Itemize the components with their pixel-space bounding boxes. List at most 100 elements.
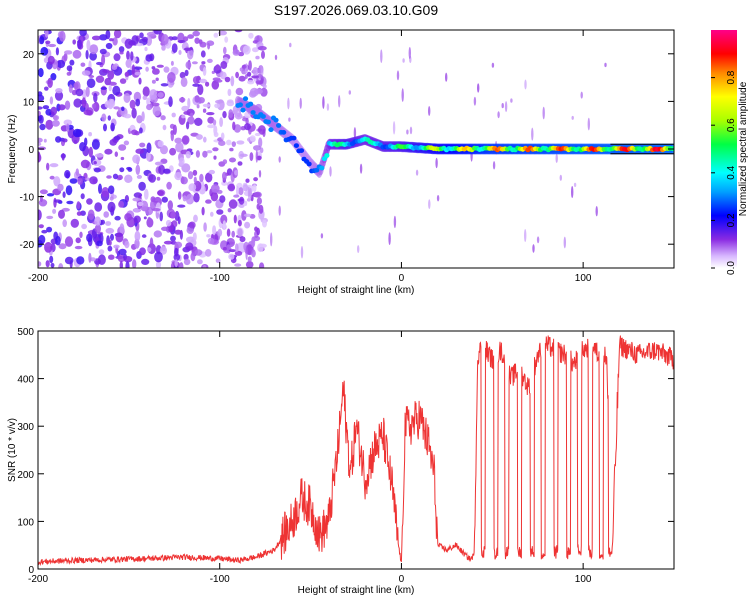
heatmap-noise-cell (243, 213, 252, 217)
heatmap-noise-cell (219, 117, 224, 128)
heatmap-noise-cell (44, 86, 49, 91)
heatmap-noise-cell (262, 219, 267, 228)
heatmap-streak-cell (380, 49, 383, 63)
heatmap-noise-cell (228, 253, 235, 260)
heatmap-streak-cell (288, 117, 291, 122)
heatmap-noise-cell (53, 197, 57, 208)
heatmap-streak-cell (595, 206, 598, 217)
heatmap-noise-cell (207, 116, 215, 124)
heatmap-noise-cell (190, 252, 196, 262)
heatmap-noise-cell (118, 144, 127, 151)
heatmap-noise-cell (137, 201, 144, 207)
heatmap-noise-cell (113, 53, 121, 62)
heatmap-noise-cell (119, 167, 125, 173)
heatmap-noise-cell (118, 200, 125, 208)
heatmap-noise-cell (38, 137, 43, 143)
heatmap-noise-cell (170, 60, 174, 66)
heatmap-noise-cell (215, 79, 223, 83)
heatmap-noise-cell (142, 95, 147, 101)
heatmap-noise-cell (186, 121, 190, 130)
heatmap-noise-cell (104, 148, 113, 155)
heatmap-noise-cell (249, 135, 256, 142)
heatmap-noise-cell (91, 139, 100, 150)
heatmap-ridge-cell (268, 127, 274, 133)
heatmap-noise-cell (125, 261, 130, 268)
heatmap-noise-cell (55, 47, 60, 56)
heatmap-noise-cell (235, 71, 240, 79)
heatmap-noise-cell (96, 240, 103, 247)
heatmap-ridge-cell (314, 167, 320, 173)
heatmap-noise-cell (113, 244, 120, 249)
heatmap-streak-cell (501, 103, 504, 109)
heatmap-noise-cell (46, 215, 54, 220)
heatmap-noise-cell (180, 77, 188, 88)
heatmap-noise-cell (49, 175, 55, 180)
heatmap-noise-cell (38, 209, 42, 221)
heatmap-noise-cell (105, 227, 115, 234)
heatmap-noise-cell (226, 244, 232, 254)
heatmap-noise-cell (151, 208, 161, 212)
heatmap-noise-cell (121, 106, 125, 112)
heatmap-noise-cell (190, 112, 194, 118)
heatmap-noise-cell (68, 84, 73, 93)
heatmap-noise-cell (47, 55, 55, 65)
heatmap-noise-cell (139, 247, 146, 256)
heatmap-noise-cell (43, 243, 52, 247)
heatmap-noise-cell (72, 49, 82, 59)
heatmap-streak-cell (359, 163, 363, 174)
heatmap-noise-cell (212, 225, 217, 236)
heatmap-noise-cell (43, 138, 47, 143)
heatmap-noise-cell (235, 87, 244, 96)
heatmap-noise-cell (256, 203, 260, 210)
heatmap-noise-cell (51, 120, 60, 127)
heatmap-noise-cell (178, 157, 185, 166)
heatmap-noise-cell (45, 108, 52, 116)
heatmap-noise-cell (138, 77, 142, 85)
heatmap-noise-cell (147, 247, 152, 252)
heatmap-noise-cell (236, 242, 246, 254)
heatmap-noise-cell (249, 152, 254, 162)
heatmap-noise-cell (86, 39, 91, 51)
heatmap-streak-cell (510, 98, 513, 103)
heatmap-noise-cell (221, 180, 228, 186)
heatmap-noise-cell (252, 47, 259, 53)
heatmap-noise-cell (72, 39, 76, 45)
heatmap-noise-cell (172, 124, 177, 136)
heatmap-noise-cell (232, 49, 240, 56)
heatmap-streak-cell (524, 79, 527, 90)
heatmap-noise-cell (245, 178, 250, 183)
x-tick-label: -200 (28, 574, 48, 585)
colorbar-tick-label: 0.6 (726, 118, 737, 132)
heatmap-noise-cell (203, 136, 207, 143)
heatmap-streak-cell (261, 68, 264, 76)
heatmap-noise-cell (75, 88, 84, 97)
heatmap-noise-cell (220, 71, 227, 80)
heatmap-noise-cell (155, 260, 162, 268)
heatmap-streak-cell (406, 129, 409, 135)
heatmap-noise-cell (76, 211, 82, 216)
x-tick-label: 0 (399, 273, 405, 284)
heatmap-noise-cell (252, 67, 259, 76)
y-tick-label: 100 (17, 517, 34, 528)
heatmap-noise-cell (103, 123, 107, 132)
heatmap-noise-cell (238, 187, 244, 196)
heatmap-noise-cell (83, 109, 93, 116)
heatmap-noise-cell (96, 61, 103, 66)
heatmap-noise-cell (57, 183, 64, 192)
heatmap-noise-cell (238, 75, 246, 82)
heatmap-noise-cell (156, 176, 161, 181)
heatmap-noise-cell (50, 73, 57, 81)
heatmap-noise-cell (170, 130, 174, 142)
heatmap-noise-cell (131, 35, 139, 46)
spectrogram-ylabel: Frequency (Hz) (7, 115, 18, 184)
heatmap-noise-cell (201, 206, 205, 216)
heatmap-noise-cell (136, 174, 142, 179)
heatmap-noise-cell (145, 151, 151, 162)
heatmap-noise-cell (213, 131, 219, 138)
heatmap-noise-cell (146, 104, 153, 111)
heatmap-noise-cell (231, 230, 235, 238)
heatmap-noise-cell (177, 216, 181, 225)
heatmap-noise-cell (159, 211, 163, 222)
heatmap-noise-cell (124, 213, 132, 222)
